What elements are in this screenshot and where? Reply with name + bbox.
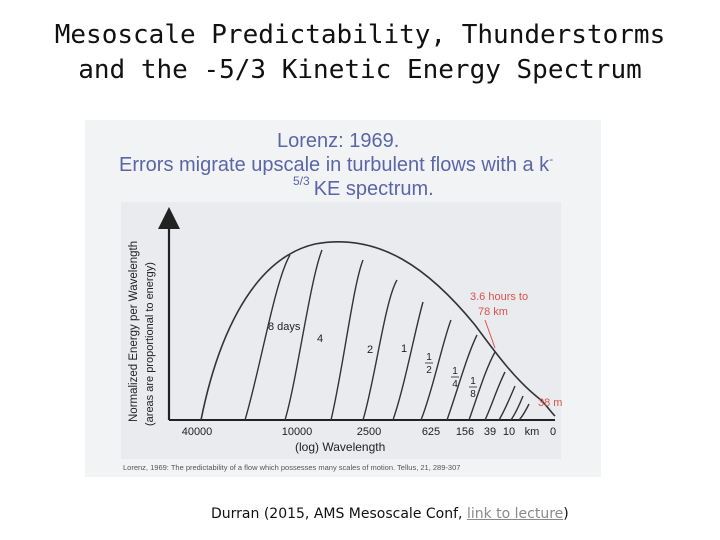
y-axis-label: Normalized Energy per Wavelength xyxy=(128,241,140,422)
curve-label-eighth: 1 8 xyxy=(469,376,477,400)
slide-title: Mesoscale Predictability, Thunderstorms … xyxy=(40,18,680,88)
annotation-38-m: 38 m xyxy=(538,397,562,409)
error-spectrum-curves xyxy=(200,240,556,421)
credit-text: Durran (2015, AMS Mesoscale Conf, xyxy=(211,506,467,522)
curve-2-days xyxy=(330,259,364,421)
figure-caption: Lorenz, 1969: The predictability of a fl… xyxy=(123,463,461,472)
slide-title-line-2: and the -5/3 Kinetic Energy Spectrum xyxy=(78,55,642,85)
curve-1-day xyxy=(362,279,398,421)
x-tick-label: 40000 xyxy=(182,426,213,438)
x-tick-label: 0 xyxy=(550,426,556,438)
saturated-spectrum-curve xyxy=(200,240,556,421)
figure-heading-line-1: Lorenz: 1969. xyxy=(277,130,400,152)
x-tick-label: km xyxy=(525,426,540,438)
x-tick-label: 625 xyxy=(422,426,440,438)
figure-heading-superscript: - xyxy=(549,152,554,166)
figure-heading-line-3-text: KE spectrum. xyxy=(313,178,434,200)
fraction-numerator: 1 xyxy=(470,376,476,387)
curve-label-8-days: 8 days xyxy=(268,321,301,333)
annotation-pointer xyxy=(484,319,496,349)
curve-short-4 xyxy=(518,403,530,421)
lorenz-figure: Lorenz: 1969. Errors migrate upscale in … xyxy=(85,120,601,477)
fraction-denominator: 8 xyxy=(470,389,476,400)
fraction-numerator: 1 xyxy=(452,366,458,377)
x-tick-label: 156 xyxy=(456,426,474,438)
curve-half-day xyxy=(392,301,424,421)
figure-heading-line-3: 5/3 KE spectrum. xyxy=(293,174,434,201)
figure-heading-line-3-superscript: 5/3 xyxy=(293,174,310,188)
curve-label-half: 1 2 xyxy=(425,352,433,376)
slide-title-line-1: Mesoscale Predictability, Thunderstorms xyxy=(54,20,666,50)
fraction-numerator: 1 xyxy=(426,352,432,363)
curve-4-days xyxy=(284,249,323,421)
curve-8-days xyxy=(244,254,291,421)
curve-short-2 xyxy=(498,385,516,421)
plot-panel xyxy=(121,202,561,459)
x-tick-label: 39 xyxy=(484,426,496,438)
fraction-denominator: 4 xyxy=(452,379,458,390)
curve-label-quarter: 1 4 xyxy=(451,366,459,390)
fraction-denominator: 2 xyxy=(426,365,432,376)
annotation-3p6-hours: 3.6 hours to xyxy=(470,291,528,303)
y-axis-sublabel: (areas are proportional to energy) xyxy=(144,262,156,426)
figure-heading-line-2: Errors migrate upscale in turbulent flow… xyxy=(119,152,554,177)
curve-short-3 xyxy=(510,395,524,421)
curve-label-2: 2 xyxy=(367,344,373,356)
curve-short-1 xyxy=(484,371,506,421)
curve-label-4: 4 xyxy=(317,333,323,345)
x-tick-label: 2500 xyxy=(357,426,381,438)
energy-spectrum-plot: Normalized Energy per Wavelength (areas … xyxy=(121,202,562,459)
x-axis-label: (log) Wavelength xyxy=(295,440,385,454)
credit-suffix: ) xyxy=(563,506,569,522)
x-tick-label: 10000 xyxy=(282,426,313,438)
annotation-78-km: 78 km xyxy=(478,306,508,318)
curve-3p6-hours xyxy=(468,351,496,421)
figure-heading-line-2-text: Errors migrate upscale in turbulent flow… xyxy=(119,154,550,176)
curve-eighth-day xyxy=(446,334,478,421)
source-credit: Durran (2015, AMS Mesoscale Conf, link t… xyxy=(211,506,569,522)
curve-label-1: 1 xyxy=(401,343,407,355)
lecture-link[interactable]: link to lecture xyxy=(466,506,564,522)
curve-quarter-day xyxy=(420,319,452,421)
x-tick-label: 10 xyxy=(503,426,515,438)
